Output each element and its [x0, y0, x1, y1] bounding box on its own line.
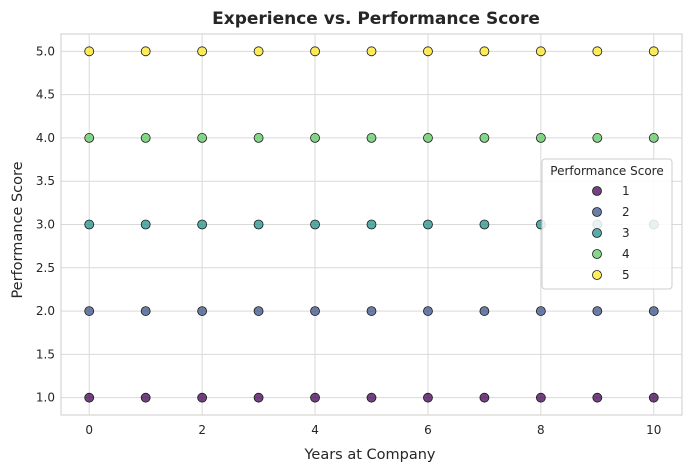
- y-tick-label: 1.5: [36, 347, 55, 361]
- data-point: [366, 133, 377, 143]
- x-tick-label: 0: [85, 423, 93, 437]
- legend-marker: [592, 270, 602, 280]
- data-point: [592, 46, 603, 57]
- data-point: [140, 392, 151, 403]
- data-point: [648, 46, 659, 57]
- data-point: [84, 306, 95, 316]
- data-point: [423, 392, 433, 403]
- data-point: [423, 46, 433, 57]
- legend-label: 3: [622, 226, 630, 240]
- data-point: [140, 306, 151, 316]
- x-tick-label: 10: [646, 423, 661, 437]
- data-point: [253, 219, 264, 230]
- data-point: [310, 392, 320, 403]
- y-axis-label: Performance Score: [10, 161, 26, 298]
- data-point: [535, 133, 546, 143]
- x-tick-label: 8: [537, 423, 545, 437]
- data-point: [592, 306, 603, 316]
- data-point: [253, 46, 264, 57]
- data-point: [197, 306, 208, 316]
- legend-box: [541, 158, 673, 290]
- data-point: [140, 219, 151, 230]
- x-axis-ticks: 0 2 4 6 8 10: [85, 423, 661, 437]
- x-axis-label: Years at Company: [303, 447, 435, 463]
- y-tick-label: 2.5: [36, 261, 55, 275]
- data-point: [479, 392, 490, 403]
- legend-marker: [592, 207, 602, 217]
- legend-label: 5: [622, 268, 630, 282]
- data-point: [479, 133, 490, 143]
- data-point: [423, 133, 433, 143]
- data-points: [84, 46, 659, 403]
- data-point: [310, 133, 320, 143]
- y-tick-label: 4.5: [36, 88, 55, 102]
- y-tick-label: 3.0: [36, 218, 55, 232]
- data-point: [479, 306, 490, 316]
- data-point: [423, 219, 433, 230]
- x-tick-label: 4: [311, 423, 319, 437]
- data-point: [366, 46, 377, 57]
- series-2: [84, 306, 659, 316]
- series-1: [84, 392, 659, 403]
- y-axis-ticks: 1.0 1.5 2.0 2.5 3.0 3.5 4.0 4.5 5.0: [36, 44, 55, 404]
- legend-marker: [592, 228, 602, 238]
- data-point: [648, 306, 659, 316]
- legend-label: 2: [622, 205, 630, 219]
- data-point: [648, 133, 659, 143]
- legend-label: 4: [622, 247, 630, 261]
- data-point: [84, 133, 95, 143]
- data-point: [197, 46, 208, 57]
- y-tick-label: 5.0: [36, 44, 55, 58]
- data-point: [140, 133, 151, 143]
- legend-items: 1 2 3 4 5: [592, 184, 630, 282]
- data-point: [84, 46, 95, 57]
- data-point: [197, 392, 208, 403]
- legend-label: 1: [622, 184, 630, 198]
- data-point: [197, 219, 208, 230]
- chart-title: Experience vs. Performance Score: [212, 9, 540, 29]
- data-point: [592, 392, 603, 403]
- x-tick-label: 2: [198, 423, 206, 437]
- series-5: [84, 46, 659, 57]
- data-point: [84, 392, 95, 403]
- data-point: [479, 46, 490, 57]
- data-point: [253, 306, 264, 316]
- data-point: [84, 219, 95, 230]
- data-point: [310, 306, 320, 316]
- data-point: [648, 392, 659, 403]
- legend-marker: [592, 186, 602, 196]
- data-point: [310, 219, 320, 230]
- y-tick-label: 1.0: [36, 391, 55, 405]
- x-tick-label: 6: [424, 423, 432, 437]
- y-tick-label: 2.0: [36, 304, 55, 318]
- data-point: [197, 133, 208, 143]
- data-point: [479, 219, 490, 230]
- data-point: [535, 392, 546, 403]
- data-point: [140, 46, 151, 57]
- legend: Performance Score 1 2 3 4 5: [541, 158, 673, 290]
- legend-title: Performance Score: [550, 164, 663, 178]
- data-point: [535, 306, 546, 316]
- data-point: [253, 392, 264, 403]
- data-point: [592, 133, 603, 143]
- series-4: [84, 133, 659, 143]
- y-tick-label: 4.0: [36, 131, 55, 145]
- data-point: [423, 306, 433, 316]
- legend-marker: [592, 249, 602, 259]
- data-point: [366, 392, 377, 403]
- data-point: [310, 46, 320, 57]
- data-point: [535, 46, 546, 57]
- data-point: [366, 306, 377, 316]
- data-point: [253, 133, 264, 143]
- y-tick-label: 3.5: [36, 174, 55, 188]
- data-point: [366, 219, 377, 230]
